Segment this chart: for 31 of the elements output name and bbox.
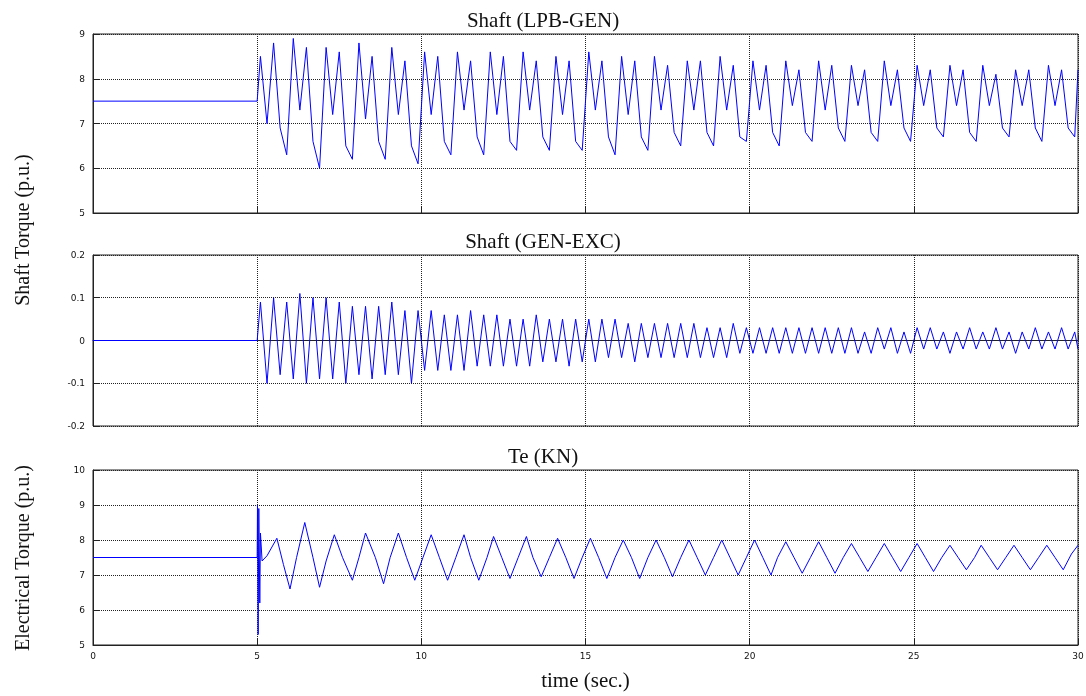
x-axis-title: time (sec.) xyxy=(541,667,630,692)
x-tick-label: 5 xyxy=(254,650,261,661)
y-tick-label: 0 xyxy=(79,335,86,346)
y-tick-label: 7 xyxy=(79,570,85,580)
y-tick-label: 0.2 xyxy=(70,250,85,260)
y-tick-label: 7 xyxy=(79,118,85,129)
y-tick-label: 8 xyxy=(79,73,86,84)
x-tick-label: 25 xyxy=(908,650,920,661)
y-tick-label: 0.1 xyxy=(70,292,85,303)
x-tick-label: 30 xyxy=(1072,650,1084,661)
y-tick-label: -0.2 xyxy=(67,421,85,431)
y-tick-label: 6 xyxy=(79,605,86,615)
x-tick-label: 10 xyxy=(415,650,428,661)
y-tick-label: 10 xyxy=(73,465,86,475)
line-series xyxy=(92,504,1079,635)
x-tick-label: 0 xyxy=(90,650,97,661)
x-tick-label: 15 xyxy=(579,650,592,661)
y-tick-label: 9 xyxy=(79,29,86,39)
chart-title: Te (KN) xyxy=(507,443,579,468)
y-tick-label: 5 xyxy=(79,208,85,218)
y-tick-label: 9 xyxy=(79,500,86,510)
y-tick-label: -0.1 xyxy=(67,378,85,389)
y-tick-label: 8 xyxy=(79,535,86,545)
y-axis-title: Shaft Torque (p.u.) xyxy=(10,154,34,306)
chart-title: Shaft (GEN-EXC) xyxy=(465,228,621,253)
y-tick-label: 6 xyxy=(79,163,86,174)
y-axis-title: Electrical Torque (p.u.) xyxy=(10,464,34,651)
line-series xyxy=(92,292,1079,384)
x-tick-label: 20 xyxy=(743,650,756,661)
y-tick-label: 5 xyxy=(79,640,85,650)
chart-title: Shaft (LPB-GEN) xyxy=(466,7,620,32)
